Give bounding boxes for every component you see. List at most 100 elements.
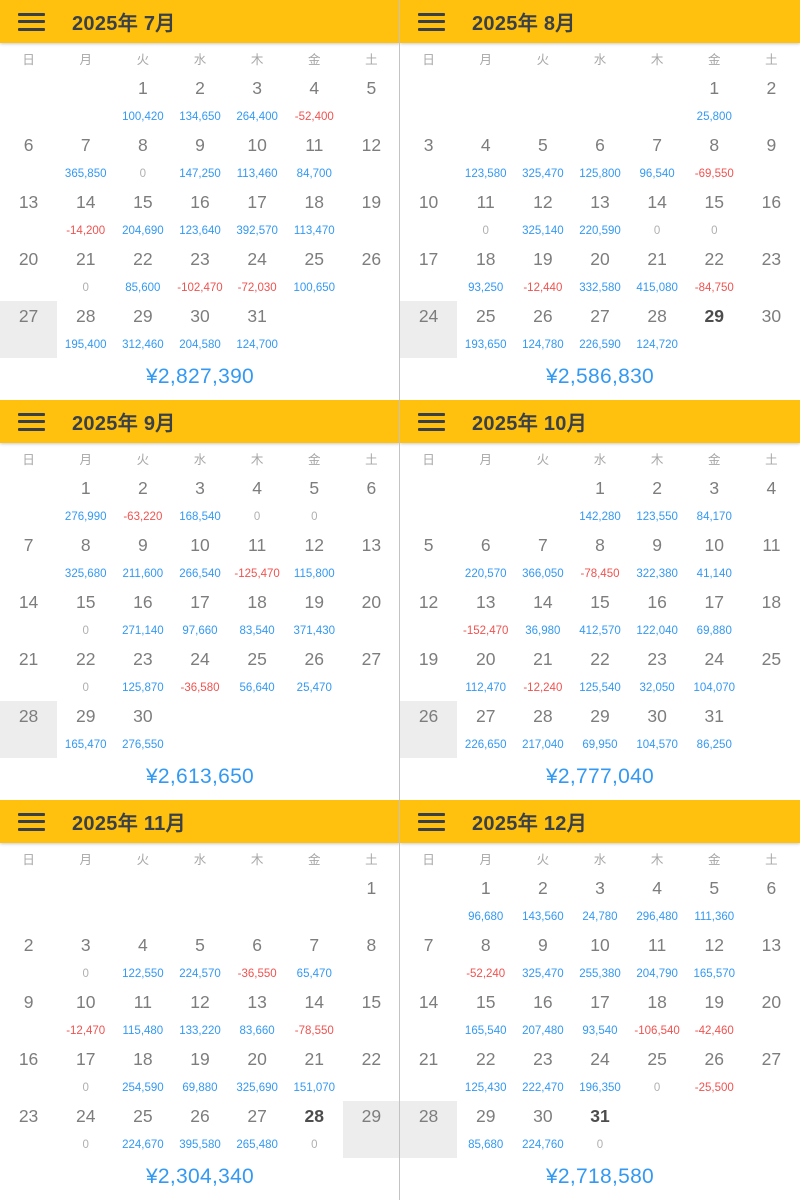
day-cell-9[interactable]: 9 211,600 (114, 530, 171, 587)
day-cell-23[interactable]: 23 222,470 (514, 1044, 571, 1101)
day-cell-15[interactable]: 15 0 (686, 187, 743, 244)
day-cell-12[interactable]: 12 325,140 (514, 187, 571, 244)
day-cell-23[interactable]: 23 125,870 (114, 644, 171, 701)
day-cell-29[interactable]: 29 165,470 (57, 701, 114, 758)
day-cell-26[interactable]: 26 (400, 701, 458, 758)
day-cell-11[interactable]: 11 -125,470 (229, 530, 286, 587)
day-cell-1[interactable]: 1 100,420 (114, 73, 171, 130)
day-cell-3[interactable]: 3 264,400 (229, 73, 286, 130)
day-cell-14[interactable]: 14 0 (629, 187, 686, 244)
day-cell-12[interactable]: 12 (400, 587, 457, 644)
day-cell-12[interactable]: 12 (343, 130, 400, 187)
day-cell-15[interactable]: 15 165,540 (457, 987, 514, 1044)
day-cell-20[interactable]: 20 112,470 (457, 644, 514, 701)
day-cell-7[interactable]: 7 65,470 (286, 930, 343, 987)
day-cell-9[interactable]: 9 147,250 (171, 130, 228, 187)
day-cell-16[interactable]: 16 (743, 187, 800, 244)
day-cell-22[interactable]: 22 0 (57, 644, 114, 701)
day-cell-26[interactable]: 26 -25,500 (686, 1044, 743, 1101)
day-cell-3[interactable]: 3 84,170 (686, 473, 743, 530)
day-cell-30[interactable]: 30 204,580 (171, 301, 228, 358)
day-cell-13[interactable]: 13 (0, 187, 57, 244)
day-cell-17[interactable]: 17 97,660 (171, 587, 228, 644)
day-cell-6[interactable]: 6 (343, 473, 400, 530)
day-cell-18[interactable]: 18 83,540 (229, 587, 286, 644)
day-cell-2[interactable]: 2 -63,220 (114, 473, 171, 530)
day-cell-22[interactable]: 22 -84,750 (686, 244, 743, 301)
day-cell-13[interactable]: 13 220,590 (571, 187, 628, 244)
day-cell-21[interactable]: 21 415,080 (629, 244, 686, 301)
day-cell-4[interactable]: 4 (743, 473, 800, 530)
day-cell-30[interactable]: 30 276,550 (114, 701, 171, 758)
day-cell-16[interactable]: 16 271,140 (114, 587, 171, 644)
day-cell-3[interactable]: 3 (400, 130, 457, 187)
day-cell-23[interactable]: 23 -102,470 (171, 244, 228, 301)
day-cell-10[interactable]: 10 41,140 (686, 530, 743, 587)
day-cell-20[interactable]: 20 (0, 244, 57, 301)
day-cell-5[interactable]: 5 111,360 (686, 873, 743, 930)
day-cell-24[interactable]: 24 196,350 (571, 1044, 628, 1101)
day-cell-22[interactable]: 22 125,430 (457, 1044, 514, 1101)
day-cell-1[interactable]: 1 142,280 (571, 473, 628, 530)
day-cell-21[interactable]: 21 0 (57, 244, 114, 301)
day-cell-8[interactable]: 8 -69,550 (686, 130, 743, 187)
day-cell-2[interactable]: 2 143,560 (514, 873, 571, 930)
day-cell-23[interactable]: 23 (0, 1101, 57, 1158)
day-cell-10[interactable]: 10 266,540 (171, 530, 228, 587)
day-cell-2[interactable]: 2 (743, 73, 800, 130)
day-cell-15[interactable]: 15 0 (57, 587, 114, 644)
day-cell-11[interactable]: 11 204,790 (629, 930, 686, 987)
day-cell-5[interactable]: 5 (400, 530, 457, 587)
day-cell-24[interactable]: 24 0 (57, 1101, 114, 1158)
day-cell-19[interactable]: 19 (400, 644, 457, 701)
day-cell-20[interactable]: 20 (743, 987, 800, 1044)
day-cell-20[interactable]: 20 332,580 (571, 244, 628, 301)
day-cell-14[interactable]: 14 -14,200 (57, 187, 114, 244)
day-cell-15[interactable]: 15 (343, 987, 400, 1044)
day-cell-13[interactable]: 13 (743, 930, 800, 987)
day-cell-5[interactable]: 5 325,470 (514, 130, 571, 187)
day-cell-22[interactable]: 22 (343, 1044, 400, 1101)
day-cell-20[interactable]: 20 (343, 587, 400, 644)
day-cell-29[interactable]: 29 69,950 (571, 701, 628, 758)
day-cell-22[interactable]: 22 85,600 (114, 244, 171, 301)
day-cell-18[interactable]: 18 (743, 587, 800, 644)
day-cell-28[interactable]: 28 195,400 (57, 301, 114, 358)
day-cell-1[interactable]: 1 (343, 873, 400, 930)
day-cell-26[interactable]: 26 25,470 (286, 644, 343, 701)
day-cell-18[interactable]: 18 93,250 (457, 244, 514, 301)
day-cell-30[interactable]: 30 (743, 301, 800, 358)
day-cell-28[interactable]: 28 0 (286, 1101, 343, 1158)
day-cell-10[interactable]: 10 -12,470 (57, 987, 114, 1044)
day-cell-4[interactable]: 4 296,480 (629, 873, 686, 930)
day-cell-9[interactable]: 9 (743, 130, 800, 187)
day-cell-13[interactable]: 13 -152,470 (457, 587, 514, 644)
day-cell-17[interactable]: 17 (400, 244, 457, 301)
day-cell-17[interactable]: 17 93,540 (571, 987, 628, 1044)
day-cell-24[interactable]: 24 (400, 301, 458, 358)
day-cell-4[interactable]: 4 122,550 (114, 930, 171, 987)
day-cell-10[interactable]: 10 113,460 (229, 130, 286, 187)
day-cell-25[interactable]: 25 (743, 644, 800, 701)
day-cell-1[interactable]: 1 25,800 (686, 73, 743, 130)
day-cell-7[interactable]: 7 366,050 (514, 530, 571, 587)
day-cell-7[interactable]: 7 (0, 530, 57, 587)
day-cell-2[interactable]: 2 (0, 930, 57, 987)
day-cell-14[interactable]: 14 -78,550 (286, 987, 343, 1044)
day-cell-16[interactable]: 16 (0, 1044, 57, 1101)
day-cell-8[interactable]: 8 -78,450 (571, 530, 628, 587)
day-cell-15[interactable]: 15 204,690 (114, 187, 171, 244)
day-cell-9[interactable]: 9 322,380 (629, 530, 686, 587)
day-cell-21[interactable]: 21 (400, 1044, 457, 1101)
day-cell-8[interactable]: 8 325,680 (57, 530, 114, 587)
day-cell-18[interactable]: 18 254,590 (114, 1044, 171, 1101)
hamburger-menu-icon[interactable] (418, 12, 445, 31)
day-cell-23[interactable]: 23 32,050 (629, 644, 686, 701)
day-cell-26[interactable]: 26 395,580 (171, 1101, 228, 1158)
day-cell-5[interactable]: 5 224,570 (171, 930, 228, 987)
day-cell-25[interactable]: 25 224,670 (114, 1101, 171, 1158)
hamburger-menu-icon[interactable] (418, 412, 445, 431)
